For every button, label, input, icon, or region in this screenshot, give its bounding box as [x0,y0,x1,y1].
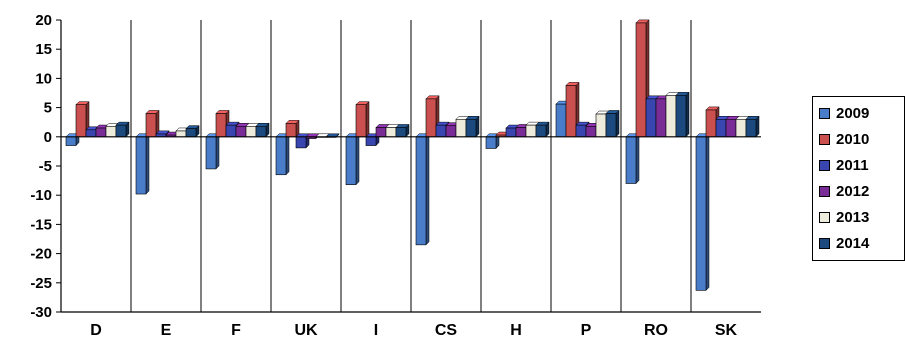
x-tick-label: CS [435,322,458,339]
bar-2014-SK [745,115,760,138]
legend-label: 2010 [836,130,870,148]
y-tick-label: 20 [35,12,52,29]
bar-2014-RO [675,91,690,138]
x-tick-labels: D E F UK I CS H P RO SK [90,322,737,339]
y-tick-label: -15 [30,216,52,233]
x-tick-label: SK [715,322,738,339]
legend-swatch [819,133,830,145]
bar-2009-F [205,133,220,170]
legend-label: 2014 [836,234,870,252]
bar-2009-SK [695,133,710,291]
y-tick-label: 10 [35,70,52,87]
legend-label: 2011 [836,156,869,174]
x-tick-label: RO [644,322,668,339]
y-tick-label: 0 [44,129,52,146]
x-tick-label: F [231,322,241,339]
y-tick-label: -10 [30,187,52,204]
bar-2009-I [345,133,360,186]
legend-swatch [819,211,830,223]
bar-2014-CS [465,115,480,138]
legend-item-2014: 2014 [819,233,869,253]
bar-2009-CS [415,133,430,246]
y-tick-label: -20 [30,246,52,263]
bar-2014-I [395,123,410,138]
bar-2014-F [255,122,270,138]
legend-label: 2009 [836,104,870,122]
legend-swatch [819,185,830,197]
legend-item-2013: 2013 [819,207,869,227]
legend-item-2011: 2011 [819,155,869,175]
x-tick-label: E [161,322,172,339]
y-tick-label: -5 [39,158,52,175]
category-gridlines [130,20,692,312]
legend-label: 2012 [836,182,870,200]
bars-group [65,19,760,291]
bar-2014-D [115,121,130,138]
x-tick-label: H [510,322,522,339]
y-tick-labels: 20 15 10 5 0 -5 -10 -15 -20 -25 -30 [30,12,61,321]
bar-2010-I [355,101,370,138]
legend-label: 2013 [836,208,870,226]
bar-2014-P [605,109,620,138]
legend-item-2012: 2012 [819,181,869,201]
y-tick-label: 5 [44,100,52,117]
y-tick-label: 15 [35,41,52,58]
bar-2009-E [135,133,150,195]
x-tick-label: UK [294,322,318,339]
legend: 2009 2010 2011 2012 2013 2014 [812,96,905,261]
legend-swatch [819,237,830,249]
legend-swatch [819,107,830,119]
legend-swatch [819,159,830,171]
bar-2009-RO [625,133,640,185]
y-tick-label: -30 [30,304,52,321]
x-tick-label: D [90,322,102,339]
bar-2010-UK [285,119,300,138]
bar-2010-E [145,109,160,138]
x-tick-label: I [374,322,378,339]
legend-item-2009: 2009 [819,103,869,123]
bar-2009-UK [275,133,290,176]
bar-2014-H [535,121,550,138]
bar-2014-E [185,125,200,138]
legend-item-2010: 2010 [819,129,869,149]
x-tick-label: P [581,322,592,339]
y-tick-label: -25 [30,275,52,292]
